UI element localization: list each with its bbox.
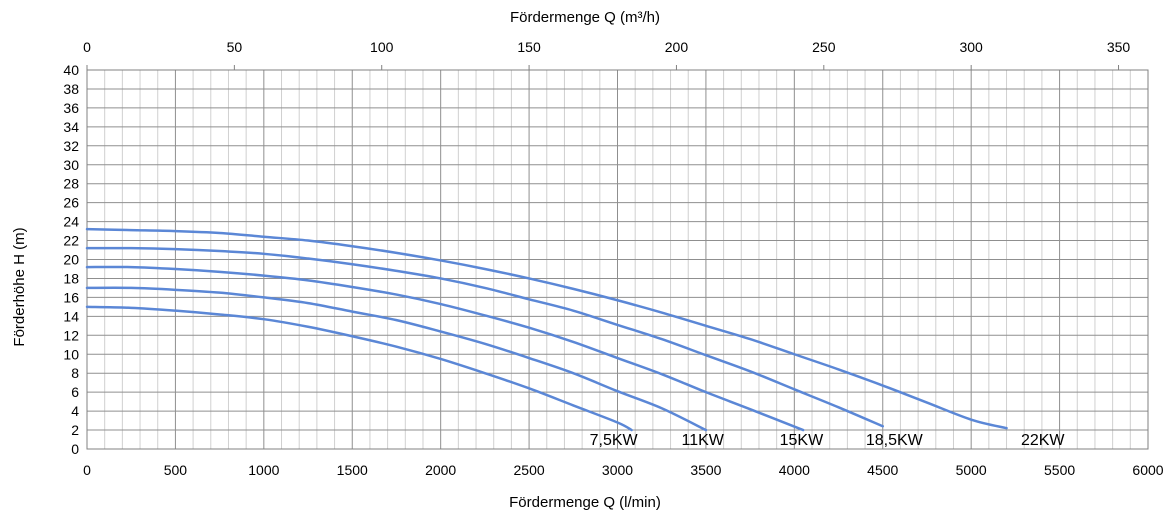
y-tick-label: 8 [71,365,79,381]
y-tick-label: 16 [63,289,79,305]
x-tick-label: 1500 [337,462,368,478]
series-label: 22KW [1021,432,1065,449]
x-tick-label: 3500 [690,462,721,478]
x-tick-label: 0 [83,462,91,478]
x2-axis-ticks: 0 50 100 150 200 250 300 350 [83,39,1130,70]
x-tick-label: 2500 [514,462,545,478]
series-line [85,265,805,432]
x2-tick-label: 200 [665,39,689,55]
y-tick-label: 34 [63,119,79,135]
y-tick-label: 40 [63,62,79,78]
x2-tick-label: 300 [959,39,983,55]
x2-tick-label: 100 [370,39,394,55]
x-tick-label: 4500 [867,462,898,478]
series-label: 15KW [780,432,824,449]
series-line [85,305,633,432]
series-line [85,286,708,432]
y-tick-label: 24 [63,214,79,230]
x-tick-label: 2000 [425,462,456,478]
plot-frame [86,69,1149,450]
x2-tick-label: 250 [812,39,836,55]
x2-axis-title: Fördermenge Q (m³/h) [510,9,660,26]
y-tick-label: 22 [63,233,79,249]
y-tick-label: 0 [71,441,79,457]
series-line [85,246,884,428]
series-line [85,227,1008,430]
x2-tick-label: 50 [227,39,243,55]
series-labels: 7,5KW 11KW 15KW 18,5KW 22KW [590,432,1066,449]
y-tick-label: 18 [63,270,79,286]
x2-tick-label: 150 [517,39,541,55]
x-tick-label: 6000 [1132,462,1163,478]
x-tick-label: 4000 [779,462,810,478]
y-tick-label: 36 [63,100,79,116]
y-tick-label: 6 [71,384,79,400]
series-lines [85,227,1008,432]
y-tick-label: 30 [63,157,79,173]
x-axis-title: Fördermenge Q (l/min) [509,494,661,511]
y-tick-label: 20 [63,252,79,268]
y-tick-label: 32 [63,138,79,154]
y-axis-title: Förderhöhe H (m) [11,227,28,346]
series-label: 11KW [682,432,725,449]
y-tick-label: 26 [63,195,79,211]
y-tick-label: 12 [63,327,79,343]
x2-tick-label: 350 [1107,39,1131,55]
x-tick-label: 5500 [1044,462,1075,478]
series-label: 7,5KW [590,432,639,449]
y-tick-label: 10 [63,346,79,362]
series-label: 18,5KW [866,432,924,449]
y-tick-label: 14 [63,308,79,324]
plot-border [86,69,1149,450]
y-tick-label: 4 [71,403,79,419]
y-tick-label: 2 [71,422,79,438]
x-tick-label: 5000 [956,462,987,478]
x-tick-label: 1000 [248,462,279,478]
y-tick-label: 38 [63,81,79,97]
x-tick-label: 3000 [602,462,633,478]
y-tick-label: 28 [63,176,79,192]
x-axis-ticks: 0 500 1000 1500 2000 2500 3000 3500 4000 4500 5000… [83,462,1164,478]
x2-tick-label: 0 [83,39,91,55]
x-tick-label: 500 [164,462,188,478]
